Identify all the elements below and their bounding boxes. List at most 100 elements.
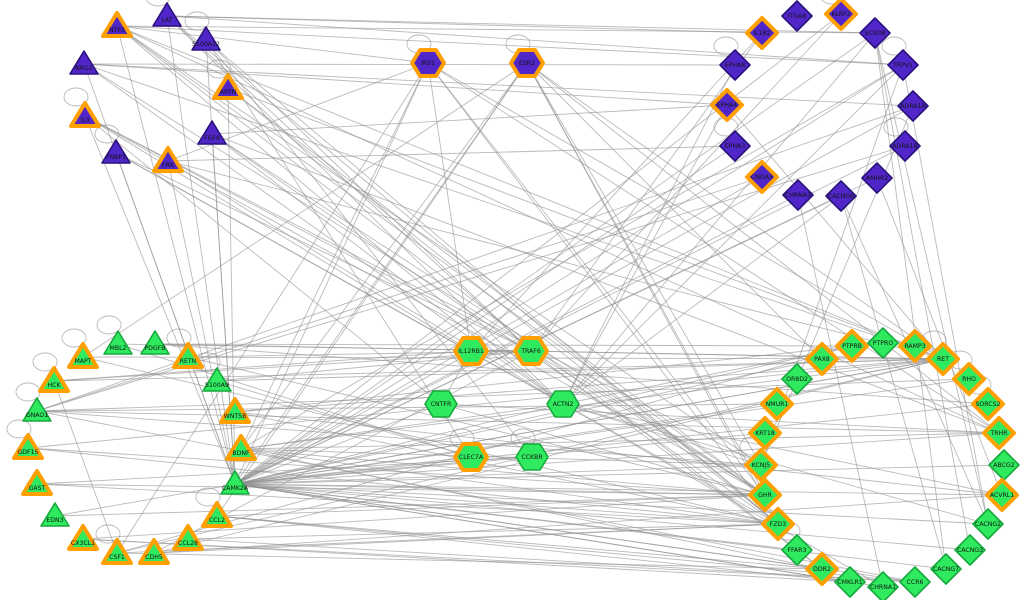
- triangle-shape: [69, 50, 99, 75]
- hexagon-shape: [509, 48, 545, 78]
- node-PTPRB[interactable]: PTPRB: [835, 329, 869, 363]
- node-CNTFR[interactable]: CNTFR: [424, 390, 458, 418]
- diamond-shape: [782, 179, 814, 211]
- edge-NRG1-ADRA1A: [83, 63, 914, 107]
- diamond-shape: [930, 553, 962, 585]
- edge-CAMK2A-FFAR3: [234, 483, 798, 551]
- node-CACNG2[interactable]: CACNG2: [972, 508, 1004, 540]
- node-CX3CL1[interactable]: CX3CL1: [67, 524, 99, 551]
- node-RAMP3[interactable]: RAMP3: [898, 329, 932, 363]
- node-MAPT[interactable]: MAPT: [67, 342, 99, 369]
- triangle-shape: [138, 538, 170, 565]
- node-CNGA3[interactable]: CNGA3: [745, 160, 779, 194]
- diamond-shape: [761, 507, 795, 541]
- diamond-shape: [781, 363, 813, 395]
- node-NRG1[interactable]: NRG1: [69, 50, 99, 75]
- node-ITGA8[interactable]: ITGA8: [781, 0, 813, 32]
- edge-ACTN2-CHRNA1: [562, 403, 884, 588]
- edge-SCN3B-ACTN2: [562, 32, 876, 405]
- node-CCR6[interactable]: CCR6: [899, 566, 931, 598]
- node-PDGFB[interactable]: PDGFB: [140, 330, 170, 355]
- diamond-shape: [867, 571, 899, 600]
- node-TRAF6[interactable]: TRAF6: [513, 336, 549, 366]
- triangle-shape: [212, 73, 244, 100]
- edge-WNT5B-ACVRL1: [234, 411, 1003, 496]
- node-HCK[interactable]: HCK: [38, 366, 70, 393]
- edge-layer: [27, 13, 1005, 588]
- node-ACTN2[interactable]: ACTN2: [546, 390, 580, 418]
- node-GAST[interactable]: GAST: [21, 469, 53, 496]
- node-NMUR1[interactable]: NMUR1: [760, 387, 794, 421]
- edge-GDF15-GHR: [27, 447, 766, 496]
- node-ACVRL1[interactable]: ACVRL1: [985, 478, 1019, 512]
- node-CCKBR[interactable]: CCKBR: [515, 443, 549, 471]
- node-MBL2[interactable]: MBL2: [103, 330, 133, 355]
- diamond-shape: [781, 0, 813, 32]
- node-IL1R2[interactable]: IL1R2: [745, 16, 779, 50]
- node-ESR2[interactable]: ESR2: [509, 48, 545, 78]
- edge-ADRA1A-CAMK2A: [234, 105, 914, 485]
- node-ADRA1A[interactable]: ADRA1A: [897, 90, 929, 122]
- diamond-shape: [744, 448, 778, 482]
- node-S100A12[interactable]: S100A12: [191, 26, 221, 51]
- node-IRS1[interactable]: IRS1: [410, 48, 446, 78]
- diamond-shape: [719, 130, 751, 162]
- node-CACNG7[interactable]: CACNG7: [930, 553, 962, 585]
- edge-CAMK2A-KRT18: [234, 432, 766, 485]
- edge-CNGA3-GNAO1: [36, 176, 763, 412]
- triangle-shape: [67, 524, 99, 551]
- node-GDF15[interactable]: GDF15: [12, 433, 44, 460]
- self-loop-RETN: [166, 328, 192, 348]
- edge-CLEC7A-MBL2: [117, 343, 472, 458]
- self-loop-CSF1: [95, 524, 121, 544]
- node-NTF3[interactable]: NTF3: [101, 11, 133, 38]
- self-loop-CCL2: [195, 487, 221, 507]
- node-SCN3B[interactable]: SCN3B: [859, 17, 891, 49]
- self-loop-LAT: [146, 0, 170, 7]
- node-IL12RB1[interactable]: IL12RB1: [453, 336, 489, 366]
- node-ABCG2[interactable]: ABCG2: [988, 449, 1020, 481]
- diamond-shape: [760, 387, 794, 421]
- edge-CCL28-FZD3: [187, 523, 779, 540]
- node-CLEC7A[interactable]: CLEC7A: [453, 442, 489, 472]
- edge-NTF3-DDR2: [116, 25, 823, 570]
- triangle-shape: [202, 367, 232, 392]
- edge-FNBP1-CAMK2A: [115, 152, 236, 485]
- triangle-shape: [225, 434, 257, 461]
- triangle-shape: [191, 26, 221, 51]
- node-GNAO1[interactable]: GNAO1: [22, 397, 52, 422]
- self-loop-IL3: [63, 87, 89, 107]
- edge-CAMK2A-PTPRB: [234, 345, 853, 485]
- triangle-shape: [152, 146, 184, 173]
- node-CACNG3[interactable]: CACNG3: [954, 534, 986, 566]
- self-loop-MBL2: [96, 315, 122, 335]
- node-CSF1[interactable]: CSF1: [101, 538, 133, 565]
- edge-CDH5-ACVRL1: [153, 494, 1003, 554]
- node-FNBP1[interactable]: FNBP1: [101, 139, 131, 164]
- self-loop-ADRA1B: [883, 117, 909, 137]
- edge-TRPV1-ACTN2: [562, 64, 904, 405]
- node-IL3[interactable]: IL3: [69, 101, 101, 128]
- node-ARTN[interactable]: ARTN: [212, 73, 244, 100]
- edge-NTF3-CAMK2A: [116, 25, 236, 485]
- diamond-shape: [805, 552, 839, 586]
- edge-NRG1-RET: [83, 63, 944, 360]
- triangle-shape: [172, 524, 204, 551]
- node-FRK[interactable]: FRK: [152, 146, 184, 173]
- edge-ESR2-RET: [526, 62, 944, 360]
- node-TRHR[interactable]: TRHR: [982, 416, 1016, 450]
- triangle-shape: [152, 2, 182, 27]
- edge-NRG1-GHR: [83, 63, 766, 496]
- hexagon-shape: [410, 48, 446, 78]
- edge-RETN-GHR: [187, 356, 766, 496]
- node-LAT[interactable]: LAT: [152, 2, 182, 27]
- self-loop-TRPV1: [881, 36, 907, 56]
- node-FGF8[interactable]: FGF8: [197, 120, 227, 145]
- edge-ESR2-BDNF: [240, 62, 528, 450]
- edge-PDGFB-SORCS2: [154, 343, 989, 405]
- hexagon-shape: [546, 390, 580, 418]
- edge-CNTFR-CAMK2A: [234, 403, 442, 485]
- node-CACNG6[interactable]: CACNG6: [825, 180, 857, 212]
- edge-IL3-IL12RB1: [84, 115, 472, 352]
